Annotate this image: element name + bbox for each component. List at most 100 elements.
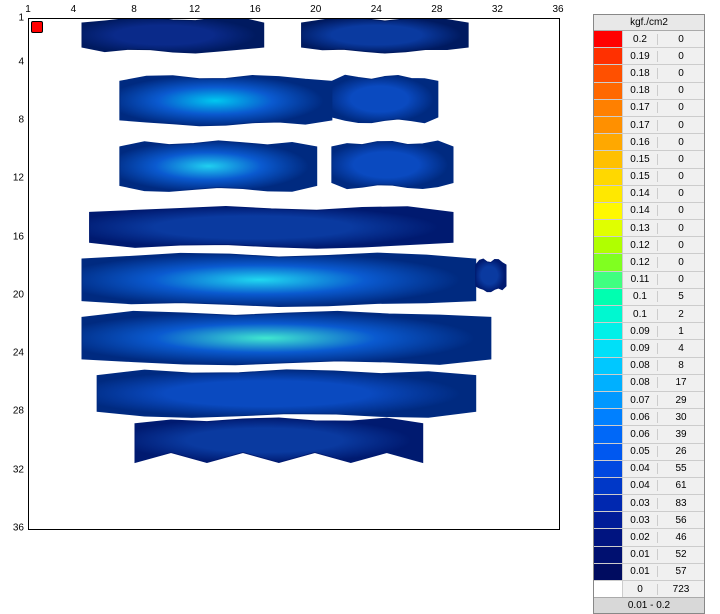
legend-swatch bbox=[594, 237, 623, 253]
legend-count: 0 bbox=[658, 274, 704, 285]
legend-count: 57 bbox=[658, 566, 704, 577]
legend-swatch bbox=[594, 512, 623, 528]
pressure-blob bbox=[82, 19, 264, 53]
legend-value: 0.18 bbox=[623, 68, 658, 79]
x-tick: 28 bbox=[431, 4, 442, 15]
legend-value: 0.01 bbox=[623, 566, 658, 577]
legend-row: 0.0383 bbox=[594, 495, 704, 512]
x-tick: 8 bbox=[131, 4, 137, 15]
pressure-blob bbox=[82, 253, 476, 306]
x-tick: 32 bbox=[492, 4, 503, 15]
pressure-blob bbox=[120, 76, 332, 126]
legend-swatch bbox=[594, 169, 623, 185]
legend-value: 0.15 bbox=[623, 171, 658, 182]
legend-value: 0.15 bbox=[623, 154, 658, 165]
legend-value: 0.16 bbox=[623, 137, 658, 148]
legend-count: 26 bbox=[658, 446, 704, 457]
y-tick: 24 bbox=[8, 348, 24, 359]
pressure-blob bbox=[302, 19, 469, 53]
legend-count: 8 bbox=[658, 360, 704, 371]
legend-count: 0 bbox=[658, 171, 704, 182]
legend-row: 0.140 bbox=[594, 203, 704, 220]
y-tick: 12 bbox=[8, 173, 24, 184]
legend-count: 0 bbox=[658, 257, 704, 268]
legend-footer: 0.01 - 0.2 bbox=[594, 597, 704, 613]
legend-value: 0.02 bbox=[623, 532, 658, 543]
legend-value: 0.11 bbox=[623, 274, 658, 285]
legend-swatch bbox=[594, 186, 623, 202]
y-axis-ticks: 14812162024283236 bbox=[8, 18, 26, 528]
legend-value: 0.1 bbox=[623, 291, 658, 302]
legend-row: 0.120 bbox=[594, 254, 704, 271]
legend-value: 0.08 bbox=[623, 360, 658, 371]
legend-swatch bbox=[594, 340, 623, 356]
legend-row: 0.0455 bbox=[594, 461, 704, 478]
legend-row: 0.091 bbox=[594, 323, 704, 340]
legend-count: 0 bbox=[658, 205, 704, 216]
legend-value: 0.14 bbox=[623, 188, 658, 199]
legend-row: 0.170 bbox=[594, 100, 704, 117]
legend-value: 0.1 bbox=[623, 309, 658, 320]
legend-swatch bbox=[594, 272, 623, 288]
legend-count: 17 bbox=[658, 377, 704, 388]
x-axis-ticks: 14812162024283236 bbox=[28, 4, 558, 18]
y-tick: 1 bbox=[8, 13, 24, 24]
x-tick: 16 bbox=[250, 4, 261, 15]
legend-row: 0.110 bbox=[594, 272, 704, 289]
legend-swatch bbox=[594, 100, 623, 116]
legend-swatch bbox=[594, 392, 623, 408]
legend-row: 0.0246 bbox=[594, 529, 704, 546]
legend-count: 0 bbox=[658, 102, 704, 113]
legend-swatch bbox=[594, 151, 623, 167]
legend-count: 0 bbox=[658, 85, 704, 96]
legend-swatch bbox=[594, 289, 623, 305]
legend-count: 0 bbox=[658, 120, 704, 131]
legend-row: 0.0152 bbox=[594, 547, 704, 564]
y-tick: 28 bbox=[8, 406, 24, 417]
legend-row: 0.0817 bbox=[594, 375, 704, 392]
pressure-blob bbox=[332, 75, 438, 123]
legend-value: 0.13 bbox=[623, 223, 658, 234]
legend-value: 0.04 bbox=[623, 480, 658, 491]
legend-row: 0.0461 bbox=[594, 478, 704, 495]
y-tick: 36 bbox=[8, 523, 24, 534]
legend-value: 0.17 bbox=[623, 102, 658, 113]
legend-count: 46 bbox=[658, 532, 704, 543]
legend-swatch bbox=[594, 48, 623, 64]
legend-count: 56 bbox=[658, 515, 704, 526]
legend-row: 0.170 bbox=[594, 117, 704, 134]
legend-row: 0.0639 bbox=[594, 426, 704, 443]
legend-count: 0 bbox=[658, 188, 704, 199]
legend-swatch bbox=[594, 306, 623, 322]
legend-count: 55 bbox=[658, 463, 704, 474]
pressure-blob bbox=[82, 311, 491, 364]
y-tick: 4 bbox=[8, 56, 24, 67]
legend-count: 1 bbox=[658, 326, 704, 337]
legend-swatch bbox=[594, 31, 623, 47]
legend-count: 0 bbox=[658, 34, 704, 45]
legend-count: 30 bbox=[658, 412, 704, 423]
legend-row: 0.12 bbox=[594, 306, 704, 323]
x-tick: 36 bbox=[552, 4, 563, 15]
legend-count: 0 bbox=[658, 240, 704, 251]
legend-swatch bbox=[594, 134, 623, 150]
color-legend: kgf./cm2 0.200.1900.1800.1800.1700.1700.… bbox=[593, 14, 705, 532]
legend-swatch bbox=[594, 409, 623, 425]
legend-value: 0.07 bbox=[623, 395, 658, 406]
legend-row: 0.0729 bbox=[594, 392, 704, 409]
legend-value: 0.08 bbox=[623, 377, 658, 388]
legend-swatch bbox=[594, 203, 623, 219]
legend-row: 0723 bbox=[594, 581, 704, 597]
legend-count: 4 bbox=[658, 343, 704, 354]
legend-value: 0.18 bbox=[623, 85, 658, 96]
x-tick: 24 bbox=[371, 4, 382, 15]
y-tick: 16 bbox=[8, 231, 24, 242]
legend-row: 0.190 bbox=[594, 48, 704, 65]
legend-count: 0 bbox=[658, 51, 704, 62]
legend-value: 0.19 bbox=[623, 51, 658, 62]
legend-value: 0.04 bbox=[623, 463, 658, 474]
y-tick: 20 bbox=[8, 289, 24, 300]
pressure-map-plot: 14812162024283236 14812162024283236 bbox=[8, 8, 563, 532]
legend-count: 0 bbox=[658, 68, 704, 79]
pressure-blob bbox=[120, 141, 317, 191]
